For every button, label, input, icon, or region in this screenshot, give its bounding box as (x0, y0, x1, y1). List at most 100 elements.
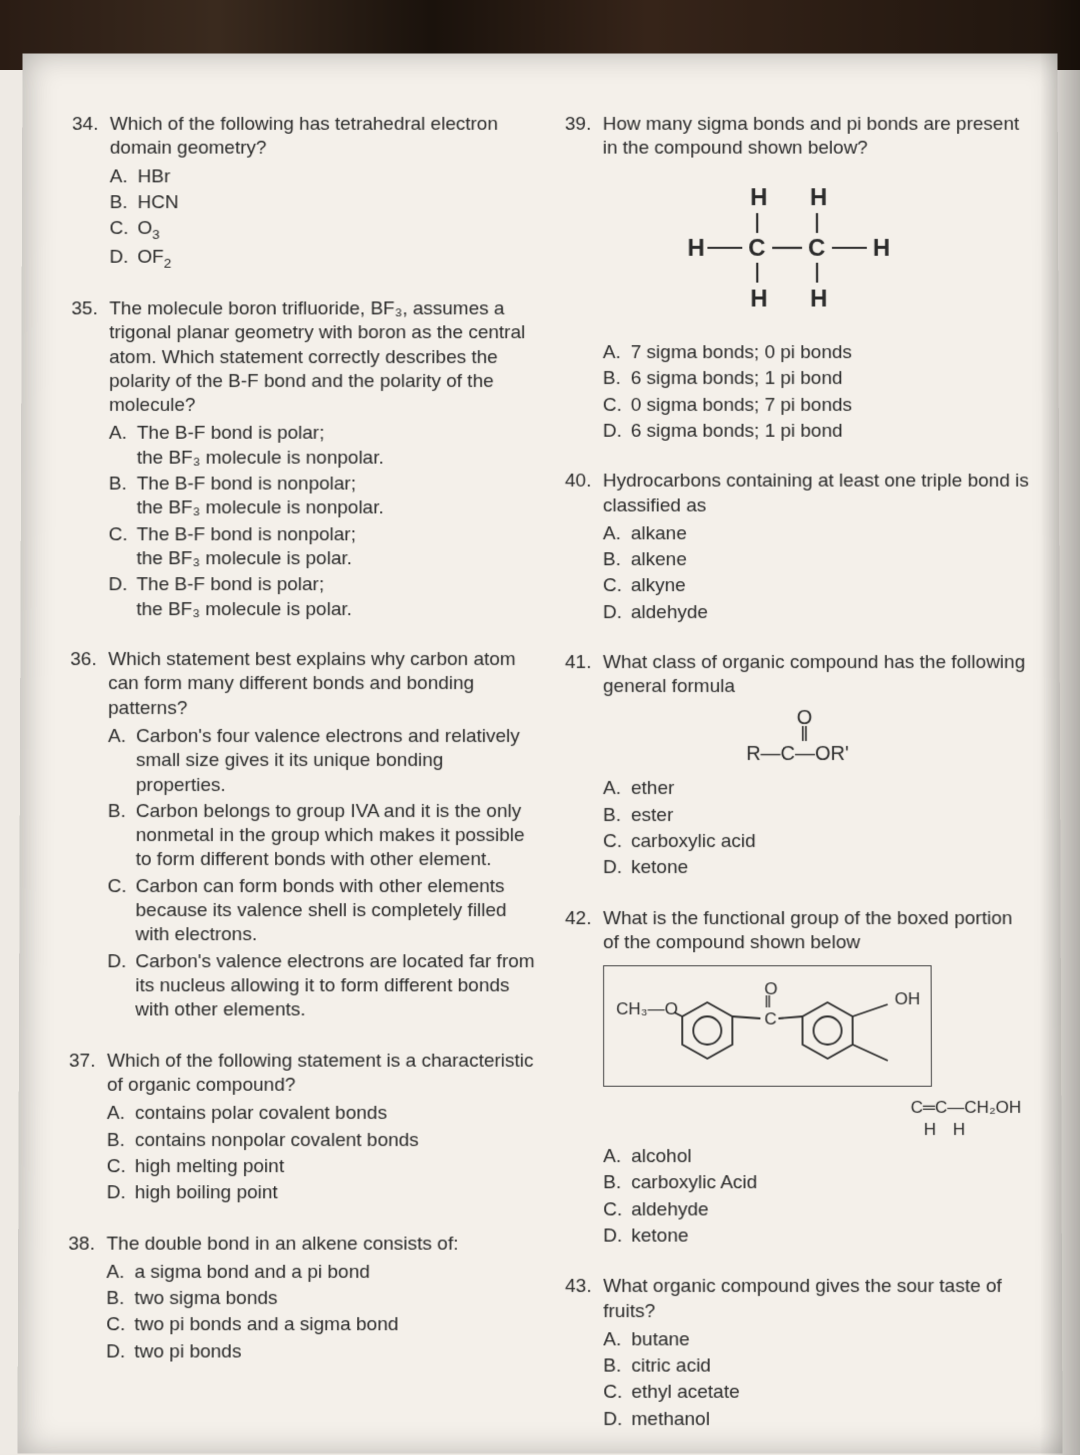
q35opts-row-0: A.The B-F bond is polar;the BF₃ molecule… (109, 422, 535, 470)
q42opts-let-1: B. (603, 1171, 631, 1195)
right-column: 39. How many sigma bonds and pi bonds ar… (565, 113, 1032, 1423)
q37opts-row-2: C.high melting point (107, 1155, 535, 1179)
q43opts-row-3: D.methanol (603, 1408, 1032, 1433)
q39opts-row-0: A.7 sigma bonds; 0 pi bonds (603, 341, 1029, 365)
q42-tail-h: H H (924, 1120, 971, 1139)
q39opts-let-2: C. (603, 394, 631, 418)
question-43: 43. What organic compound gives the sour… (565, 1275, 1032, 1432)
q42opts-row-2: C.aldehyde (603, 1198, 1031, 1222)
q34-opt-c-letter: C. (110, 217, 138, 243)
q34-c-sub: 3 (152, 227, 160, 242)
q38opts-row-2: C.two pi bonds and a sigma bond (106, 1314, 535, 1339)
question-34: 34. Which of the following has tetrahedr… (72, 113, 535, 272)
q42opts-text-0: alcohol (631, 1145, 1031, 1169)
q37opts-text-3: high boiling point (135, 1181, 535, 1205)
q37opts-row-1: B.contains nonpolar covalent bonds (107, 1129, 535, 1153)
q41opts-let-2: C. (603, 830, 631, 854)
q43-number: 43. (565, 1275, 603, 1324)
left-column: 34. Which of the following has tetrahedr… (68, 113, 535, 1423)
q38-number: 38. (68, 1232, 106, 1256)
q37opts-row-0: A.contains polar covalent bonds (107, 1102, 535, 1126)
q39opts-text-2: 0 sigma bonds; 7 pi bonds (631, 394, 1029, 418)
q34-text: Which of the following has tetrahedral e… (110, 113, 535, 161)
q34-opt-c-text: O3 (137, 217, 535, 243)
q41opts-row-1: B.ester (603, 804, 1030, 828)
q41opts-row-3: D.ketone (603, 856, 1030, 880)
ester-dbl: ‖ (579, 728, 1030, 742)
q42opts-row-1: B.carboxylic Acid (603, 1171, 1031, 1195)
ethane-svg: H H H C C H H H (647, 173, 926, 322)
q38opts-text-3: two pi bonds (134, 1340, 535, 1365)
q37opts-text-1: contains nonpolar covalent bonds (135, 1129, 535, 1153)
q43opts-row-1: B.citric acid (603, 1355, 1032, 1380)
svg-text:H: H (810, 285, 827, 312)
q40opts-let-3: D. (603, 601, 631, 625)
q39opts-row-1: B.6 sigma bonds; 1 pi bond (603, 367, 1029, 391)
q34-number: 34. (72, 113, 110, 161)
q38opts-row-0: A.a sigma bond and a pi bond (106, 1261, 535, 1285)
q42opts-row-3: D.ketone (603, 1224, 1031, 1248)
q36opts-let-2: C. (107, 875, 135, 948)
q36opts-text-3: Carbon's valence electrons are located f… (135, 950, 535, 1023)
q41opts-text-2: carboxylic acid (631, 830, 1030, 854)
q36opts-text-1: Carbon belongs to group IVA and it is th… (136, 800, 535, 873)
q35-text: The molecule boron trifluoride, BF₃, ass… (109, 297, 535, 418)
q42-tail-formula: C═C—CH₂OH (911, 1098, 1022, 1117)
q37opts-let-0: A. (107, 1102, 135, 1126)
q43opts-text-1: citric acid (631, 1355, 1032, 1380)
q42opts-text-2: aldehyde (631, 1198, 1031, 1222)
q39-number: 39. (565, 113, 603, 161)
q39opts-let-0: A. (603, 341, 631, 365)
ester-formula-diagram: O ‖ R—C—OR' (565, 708, 1030, 768)
q34-d-base: OF (137, 246, 163, 267)
q42opts-let-0: A. (603, 1145, 631, 1169)
q37opts-let-2: C. (107, 1155, 135, 1179)
q39opts-text-0: 7 sigma bonds; 0 pi bonds (631, 341, 1029, 365)
q35opts-let-2: C. (109, 523, 137, 571)
question-41: 41. What class of organic compound has t… (565, 651, 1030, 880)
q35opts-let-3: D. (108, 574, 136, 623)
q39opts-let-3: D. (603, 420, 631, 444)
q35opts-text-3: The B-F bond is polar;the BF₃ molecule i… (136, 574, 535, 623)
q38opts-let-3: D. (106, 1340, 134, 1365)
q37opts-text-2: high melting point (135, 1155, 535, 1179)
q36opts-let-3: D. (107, 950, 135, 1023)
q42opts-let-2: C. (603, 1198, 631, 1222)
q41opts-let-0: A. (603, 777, 631, 801)
q37opts-text-0: contains polar covalent bonds (135, 1102, 535, 1126)
q34-d-sub: 2 (164, 255, 172, 270)
q40opts-row-1: B.alkene (603, 548, 1029, 572)
q35opts-let-1: B. (109, 473, 137, 521)
q38opts-let-1: B. (106, 1287, 134, 1311)
q41-text: What class of organic compound has the f… (603, 651, 1030, 700)
q39opts-text-1: 6 sigma bonds; 1 pi bond (631, 367, 1029, 391)
q43opts-let-1: B. (603, 1355, 631, 1380)
q40opts-text-0: alkane (631, 522, 1029, 546)
q42opts-text-1: carboxylic Acid (631, 1171, 1031, 1195)
question-35: 35. The molecule boron trifluoride, BF₃,… (70, 297, 535, 622)
q41opts-row-2: C.carboxylic acid (603, 830, 1030, 854)
q39-text: How many sigma bonds and pi bonds are pr… (603, 113, 1028, 161)
q35opts-row-3: D.The B-F bond is polar;the BF₃ molecule… (108, 574, 535, 623)
ch3o-label: CH₃—O (616, 1000, 678, 1019)
q34-opt-d-text: OF2 (137, 245, 535, 271)
q36opts-row-3: D.Carbon's valence electrons are located… (107, 950, 535, 1023)
q40opts-row-2: C.alkyne (603, 575, 1030, 599)
q34-opt-d-letter: D. (109, 245, 137, 271)
q41opts-text-3: ketone (631, 856, 1030, 880)
q38opts-text-1: two sigma bonds (134, 1287, 535, 1311)
q40opts-row-3: D.aldehyde (603, 601, 1030, 625)
q38-text: The double bond in an alkene consists of… (106, 1232, 535, 1256)
q43opts-text-2: ethyl acetate (631, 1381, 1032, 1406)
q35opts-row-1: B.The B-F bond is nonpolar;the BF₃ molec… (109, 473, 535, 521)
q37opts-let-3: D. (107, 1181, 135, 1205)
q38opts-text-0: a sigma bond and a pi bond (134, 1261, 534, 1285)
q41opts-text-0: ether (631, 777, 1030, 801)
paper-page: 34. Which of the following has tetrahedr… (17, 54, 1062, 1454)
q43opts-row-2: C.ethyl acetate (603, 1381, 1032, 1406)
q41opts-let-1: B. (603, 804, 631, 828)
q39opts-text-3: 6 sigma bonds; 1 pi bond (631, 420, 1029, 444)
q34-opt-b-text: HCN (138, 191, 536, 215)
q34-opt-a-text: HBr (138, 165, 535, 189)
q43opts-let-0: A. (603, 1328, 631, 1353)
